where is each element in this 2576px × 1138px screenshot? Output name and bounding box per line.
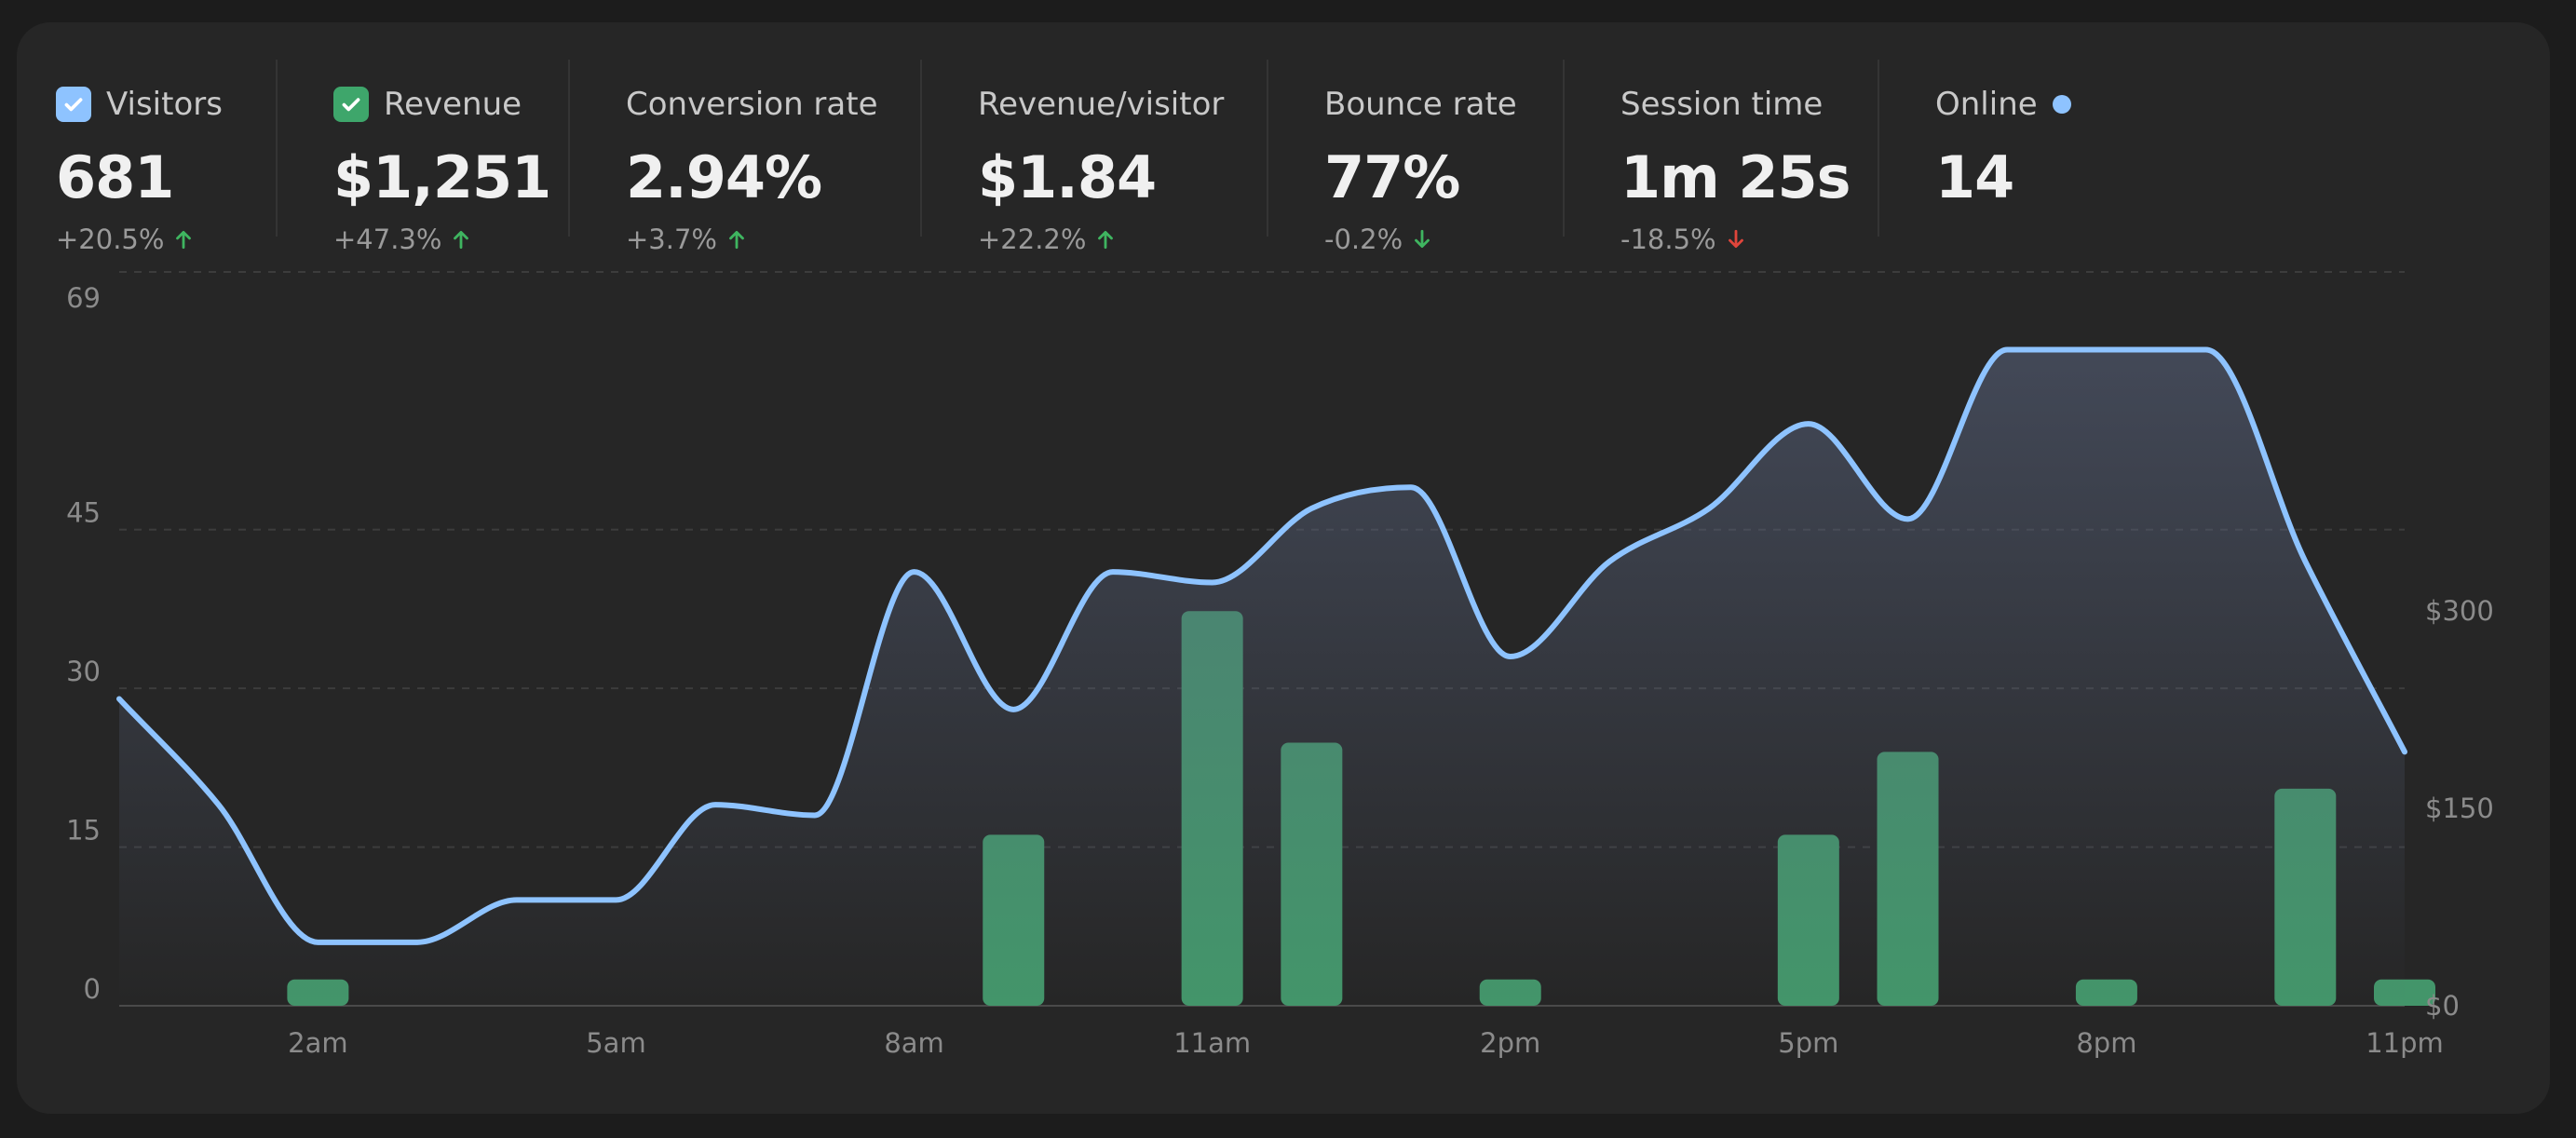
metric-value: 2.94%	[626, 143, 822, 211]
arrow-down-icon	[1728, 229, 1743, 248]
x-tick-label: 8am	[884, 1027, 943, 1059]
metric-change: +3.7%	[626, 224, 717, 255]
metric-value: 681	[56, 143, 174, 211]
arrow-down-icon	[1415, 229, 1430, 248]
revenue-checkbox-icon[interactable]	[333, 87, 369, 122]
visitors-area	[119, 349, 2405, 1006]
y-left-tick-label: 69	[66, 282, 101, 314]
metric-label: Visitors	[106, 86, 223, 123]
metric-divider	[1267, 60, 1268, 237]
y-right-tick-label: $0	[2425, 990, 2460, 1022]
metric-value: 14	[1935, 143, 2014, 211]
x-tick-label: 2am	[288, 1027, 347, 1059]
x-tick-label: 5pm	[1778, 1027, 1838, 1059]
analytics-card: Visitors 681 +20.5% Revenue $1,251 +47.3…	[17, 22, 2550, 1114]
axis-ticks: 0 15 30 45 69 $0 $150 $300 2am 5am 8am 11am 2pm 5pm 8p…	[66, 282, 2494, 1059]
y-right-tick-label: $300	[2425, 595, 2494, 627]
metric-value: $1.84	[978, 143, 1157, 211]
visitors-revenue-chart[interactable]: 0 15 30 45 69 $0 $150 $300 2am 5am 8am 11am 2pm 5pm 8p…	[17, 22, 2550, 1114]
x-tick-label: 2pm	[1480, 1027, 1540, 1059]
arrow-up-icon	[454, 231, 469, 250]
metric-label: Conversion rate	[626, 86, 878, 123]
metric-label: Online	[1935, 86, 2038, 123]
metric-change: -0.2%	[1324, 224, 1403, 255]
metric-divider	[1878, 60, 1879, 237]
x-tick-label: 11pm	[2366, 1027, 2444, 1059]
metric-divider	[276, 60, 278, 237]
metric-divider	[568, 60, 570, 237]
y-left-tick-label: 30	[66, 656, 101, 687]
metric-change: +22.2%	[978, 224, 1087, 255]
metric-label: Revenue	[384, 86, 522, 123]
y-left-tick-label: 15	[66, 815, 101, 847]
metric-label: Revenue/visitor	[978, 86, 1225, 123]
metric-change: -18.5%	[1620, 224, 1716, 255]
metric-change: +20.5%	[56, 224, 165, 255]
metric-value: $1,251	[333, 143, 551, 211]
y-left-tick-label: 0	[84, 973, 101, 1005]
arrow-up-icon	[729, 231, 744, 250]
metric-value: 77%	[1324, 143, 1460, 211]
metric-value: 1m 25s	[1620, 143, 1851, 211]
arrow-up-icon	[176, 231, 192, 250]
x-tick-label: 5am	[586, 1027, 645, 1059]
metric-change: +47.3%	[333, 224, 442, 255]
visitors-line	[116, 346, 2407, 945]
metric-label: Session time	[1620, 86, 1824, 123]
y-right-tick-label: $150	[2425, 793, 2494, 824]
metric-label: Bounce rate	[1324, 86, 1517, 123]
x-tick-label: 8pm	[2076, 1027, 2136, 1059]
visitors-checkbox-icon[interactable]	[56, 87, 91, 122]
arrow-up-icon	[1098, 231, 1114, 250]
online-status-dot-icon	[2052, 95, 2071, 114]
metrics-row: Visitors 681 +20.5% Revenue $1,251 +47.3…	[17, 22, 2550, 255]
metric-divider	[920, 60, 922, 237]
x-tick-label: 11am	[1173, 1027, 1251, 1059]
metric-divider	[1563, 60, 1565, 237]
y-left-tick-label: 45	[66, 497, 101, 529]
